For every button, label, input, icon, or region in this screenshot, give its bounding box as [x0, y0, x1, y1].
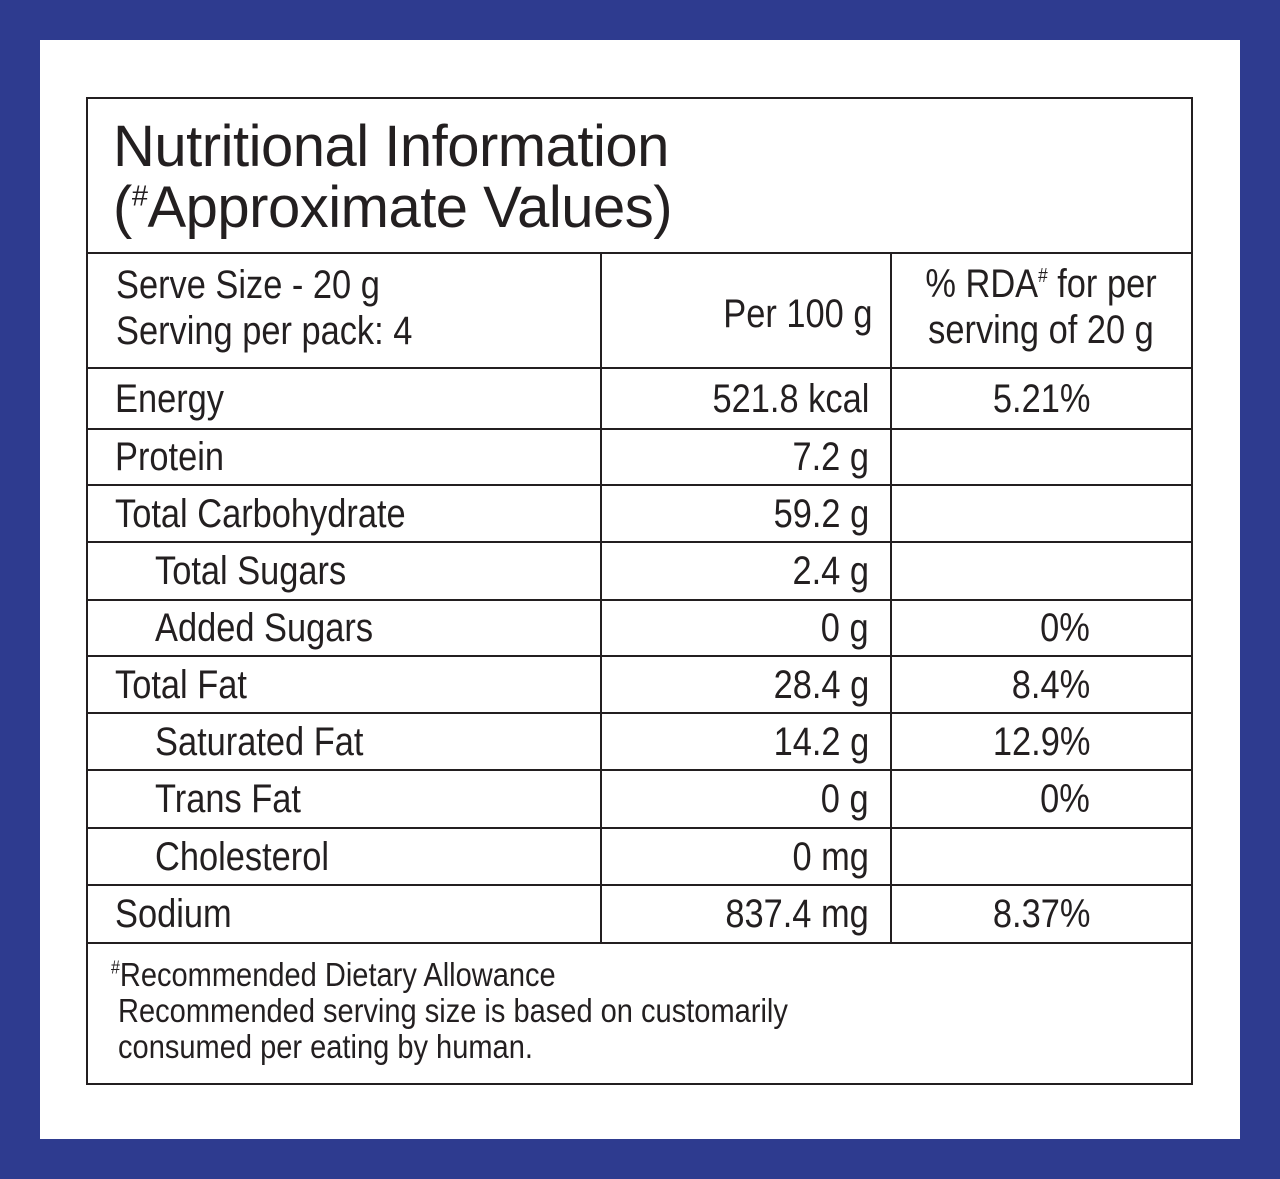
nutrient-name: Sodium [115, 892, 232, 936]
nutrient-name: Trans Fat [155, 777, 301, 821]
serving-per-pack: Serving per pack: 4 [116, 309, 413, 353]
rda-header-line2: serving of 20 g [928, 308, 1154, 352]
nutrient-name: Protein [115, 435, 225, 479]
rda-value: 0% [1040, 777, 1090, 821]
per-100g-value: 0 mg [792, 835, 869, 879]
nutrient-name: Energy [115, 377, 225, 421]
per-100g-value: 7.2 g [792, 435, 869, 479]
per-100g-value: 837.4 mg [725, 892, 869, 936]
per-100g-value: 2.4 g [792, 549, 869, 593]
column-divider-2 [890, 254, 892, 942]
column-divider-1 [600, 254, 602, 942]
nutrient-name: Saturated Fat [155, 720, 364, 764]
subtitle-hash-mark: # [131, 180, 148, 213]
rda-value: 5.21% [992, 377, 1090, 421]
row-divider [88, 884, 1191, 886]
per-100g-header: Per 100 g [722, 292, 872, 336]
nutrient-name: Total Carbohydrate [115, 492, 406, 536]
footnote-hash-mark: # [111, 957, 120, 978]
row-divider [88, 827, 1191, 829]
nutrient-name: Total Fat [115, 663, 247, 707]
row-divider [88, 655, 1191, 657]
footnote-line-3: consumed per eating by human. [118, 1028, 533, 1065]
row-divider [88, 484, 1191, 486]
rda-header: % RDA# for per serving of 20 g [912, 261, 1170, 353]
serving-info: Serve Size - 20 g Serving per pack: 4 [116, 262, 412, 354]
row-divider [88, 942, 1191, 944]
serve-size: Serve Size - 20 g [116, 263, 380, 307]
nutrient-name: Added Sugars [155, 606, 374, 650]
subtitle-open-paren: ( [113, 175, 132, 240]
rda-header-suffix: for per [1047, 262, 1157, 306]
rda-value: 8.37% [992, 892, 1090, 936]
row-divider [88, 599, 1191, 601]
per-100g-value: 28.4 g [773, 663, 869, 707]
row-divider [88, 769, 1191, 771]
rda-value: 8.4% [1011, 663, 1090, 707]
nutrient-name: Cholesterol [155, 835, 330, 879]
rda-value: 12.9% [992, 720, 1090, 764]
per-100g-value: 521.8 kcal [712, 377, 869, 421]
panel-subtitle: (#Approximate Values) [113, 175, 673, 240]
per-100g-value: 0 g [821, 606, 869, 650]
panel-title: Nutritional Information [113, 114, 669, 179]
nutrient-name: Total Sugars [155, 549, 347, 593]
per-100g-value: 14.2 g [773, 720, 869, 764]
row-divider [88, 712, 1191, 714]
rda-header-label: % RDA [925, 262, 1039, 306]
footnote: #Recommended Dietary Allowance Recommend… [111, 957, 788, 1065]
per-100g-value: 59.2 g [773, 492, 869, 536]
footnote-line-1: Recommended Dietary Allowance [119, 956, 556, 993]
footnote-line-2: Recommended serving size is based on cus… [118, 992, 788, 1029]
rda-value: 0% [1040, 606, 1090, 650]
nutrition-panel: Nutritional Information (#Approximate Va… [86, 97, 1193, 1085]
row-divider [88, 428, 1191, 430]
row-divider [88, 367, 1191, 369]
per-100g-value: 0 g [821, 777, 869, 821]
title-block: Nutritional Information (#Approximate Va… [88, 99, 1191, 254]
rda-hash-mark: # [1038, 265, 1048, 287]
row-divider [88, 541, 1191, 543]
subtitle-text: Approximate Values) [147, 175, 673, 240]
